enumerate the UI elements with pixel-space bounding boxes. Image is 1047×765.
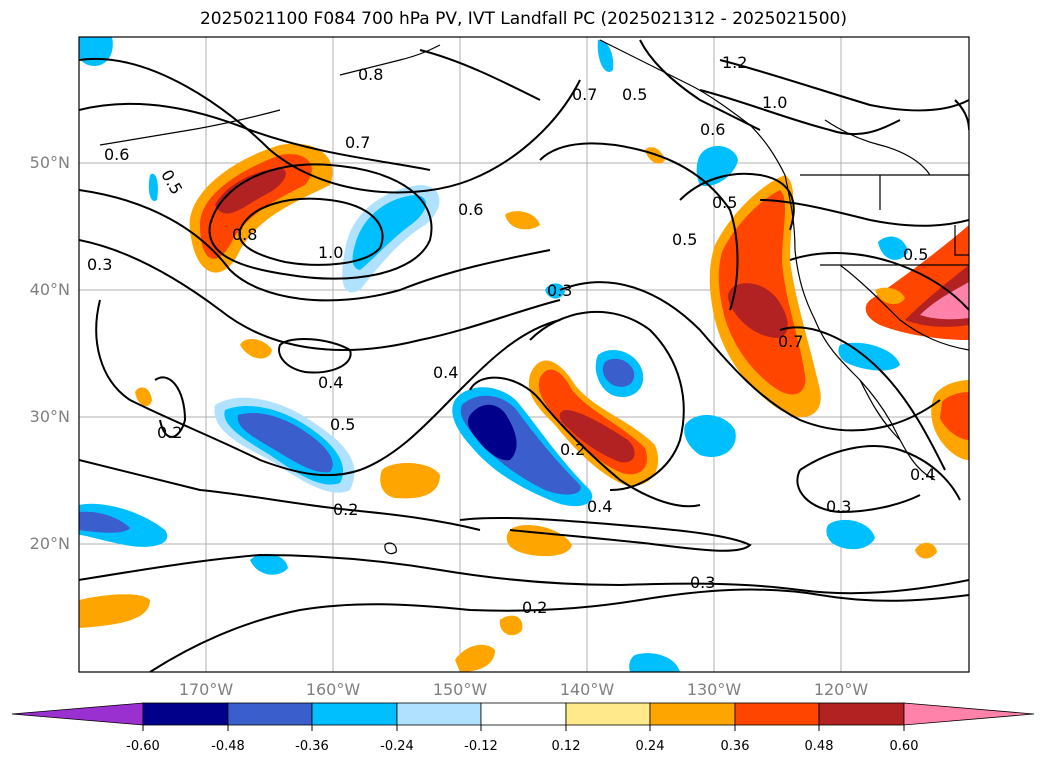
contour-label: 0.6: [458, 200, 483, 219]
negative-anomaly-small-6: [250, 553, 288, 575]
lon-label: 120°W: [813, 680, 869, 699]
negative-anomaly-small-9: [148, 173, 158, 201]
negative-anomaly-3-peak: [468, 404, 517, 461]
lon-label: 160°W: [305, 680, 361, 699]
negative-anomaly-small-12: [629, 653, 680, 672]
negative-anomaly-small-11: [597, 39, 614, 72]
contour-label: 0.6: [700, 120, 725, 139]
negative-anomaly-4-core: [602, 358, 635, 387]
colorbar-extend-high: [903, 702, 1035, 726]
lon-label: 170°W: [178, 680, 234, 699]
negative-anomaly-small-2-core: [79, 511, 130, 533]
colorbar-tick-label: 0.48: [804, 739, 834, 754]
colorbar-tick-label: 0.36: [720, 739, 750, 754]
contour-label: 0.7: [572, 85, 597, 104]
colorbar-segment: [818, 702, 905, 726]
colorbar-segment: [142, 702, 229, 726]
positive-anomaly-small-2: [135, 387, 152, 407]
contour-label: 0.2: [157, 423, 182, 442]
colorbar-segment: [565, 702, 651, 726]
contour-label: 0.7: [778, 332, 803, 351]
positive-anomaly-small-4: [505, 211, 540, 230]
positive-anomaly-small-10: [499, 615, 523, 636]
negative-anomaly-2-peak: [237, 412, 333, 473]
colorbar-tick-label: 0.60: [889, 739, 919, 754]
positive-anomaly-small-6: [79, 594, 150, 628]
contour-label: 0.2: [522, 598, 547, 617]
colorbar-tick-label: 0.12: [551, 739, 581, 754]
contour-label: 0.4: [433, 363, 458, 382]
contour-label: 1.2: [722, 53, 747, 72]
chart-title: 2025021100 F084 700 hPa PV, IVT Landfall…: [199, 9, 847, 29]
contour-label: 0.2: [333, 500, 358, 519]
colorbar-segment: [311, 702, 398, 726]
negative-anomaly-1-core: [352, 195, 427, 270]
negative-anomaly-small-5: [826, 519, 875, 550]
lat-label: 40°N: [29, 280, 70, 299]
contour-label: 1.0: [318, 243, 343, 262]
lat-label: 30°N: [29, 407, 70, 426]
contour-label: 0.8: [358, 65, 383, 84]
colorbar-segment: [227, 702, 313, 726]
lon-label: 140°W: [559, 680, 615, 699]
contour-label: 0.4: [318, 373, 343, 392]
lat-label: 20°N: [29, 534, 70, 553]
contour-label: 0.4: [587, 497, 612, 516]
contour-label: 0.5: [712, 193, 737, 212]
contour-label: 0.5: [622, 85, 647, 104]
contour-label: 0.7: [345, 133, 370, 152]
colorbar-segment: [649, 702, 736, 726]
contour-label: 0.4: [910, 465, 935, 484]
positive-anomaly-small-7: [455, 644, 495, 672]
negative-anomaly-small-8: [878, 236, 908, 260]
positive-anomaly-1-core: [200, 154, 312, 259]
contour-label-group: 0.8 0.7 0.5 0.6 1.2 1.0 0.5 0.6 0.7 0.8 …: [87, 53, 935, 617]
contour-label: 0.5: [330, 415, 355, 434]
contour-label: 0.6: [104, 145, 129, 164]
negative-anomaly-small-3: [684, 414, 736, 458]
colorbar-segment: [396, 702, 482, 726]
contour-label: 0.8: [232, 225, 257, 244]
contour-label: 0.3: [826, 497, 851, 516]
negative-anomaly-small-7: [838, 342, 900, 371]
pv-contours: [79, 39, 969, 672]
colorbar-tick-label: -0.60: [126, 739, 160, 754]
colorbar-extend-low: [11, 702, 144, 726]
positive-anomaly-small-9: [915, 542, 937, 559]
lon-label: 150°W: [432, 680, 488, 699]
contour-label: 0.2: [560, 440, 585, 459]
positive-anomaly-3-peak: [728, 283, 788, 338]
positive-anomaly-4-max: [920, 282, 969, 320]
contour-label: 0.3: [690, 573, 715, 592]
contour-label: 1.0: [762, 93, 787, 112]
positive-anomaly-small-5: [506, 525, 572, 557]
positive-anomaly-2-peak: [559, 410, 635, 463]
coastlines: [99, 39, 969, 555]
map-frame: [78, 36, 970, 673]
colorbar-segment: [480, 702, 567, 726]
positive-anomaly-5-core: [940, 392, 969, 440]
map-area: 0.8 0.7 0.5 0.6 1.2 1.0 0.5 0.6 0.7 0.8 …: [79, 37, 969, 672]
positive-anomaly-1-peak: [215, 168, 286, 214]
colorbar-tick-label: -0.24: [380, 739, 414, 754]
lat-label: 50°N: [29, 153, 70, 172]
contour-label: 0.5: [672, 230, 697, 249]
graticule: [79, 37, 969, 672]
lon-label: 130°W: [686, 680, 742, 699]
contour-label: 0.3: [87, 255, 112, 274]
colorbar-tick-label: -0.36: [295, 739, 329, 754]
positive-anomaly-small-8: [875, 287, 905, 305]
colorbar-tick-label: 0.24: [635, 739, 665, 754]
colorbar-tick-label: -0.48: [211, 739, 245, 754]
colorbar-segment: [734, 702, 820, 726]
colorbar: [11, 702, 1035, 731]
contour-label: 0.5: [903, 245, 928, 264]
contour-label: 0.3: [547, 281, 572, 300]
colorbar-tick-label: -0.12: [464, 739, 498, 754]
positive-anomaly-small-3: [380, 463, 440, 499]
negative-anomaly-small-10: [545, 283, 565, 299]
positive-anomaly-small-1: [240, 338, 272, 359]
